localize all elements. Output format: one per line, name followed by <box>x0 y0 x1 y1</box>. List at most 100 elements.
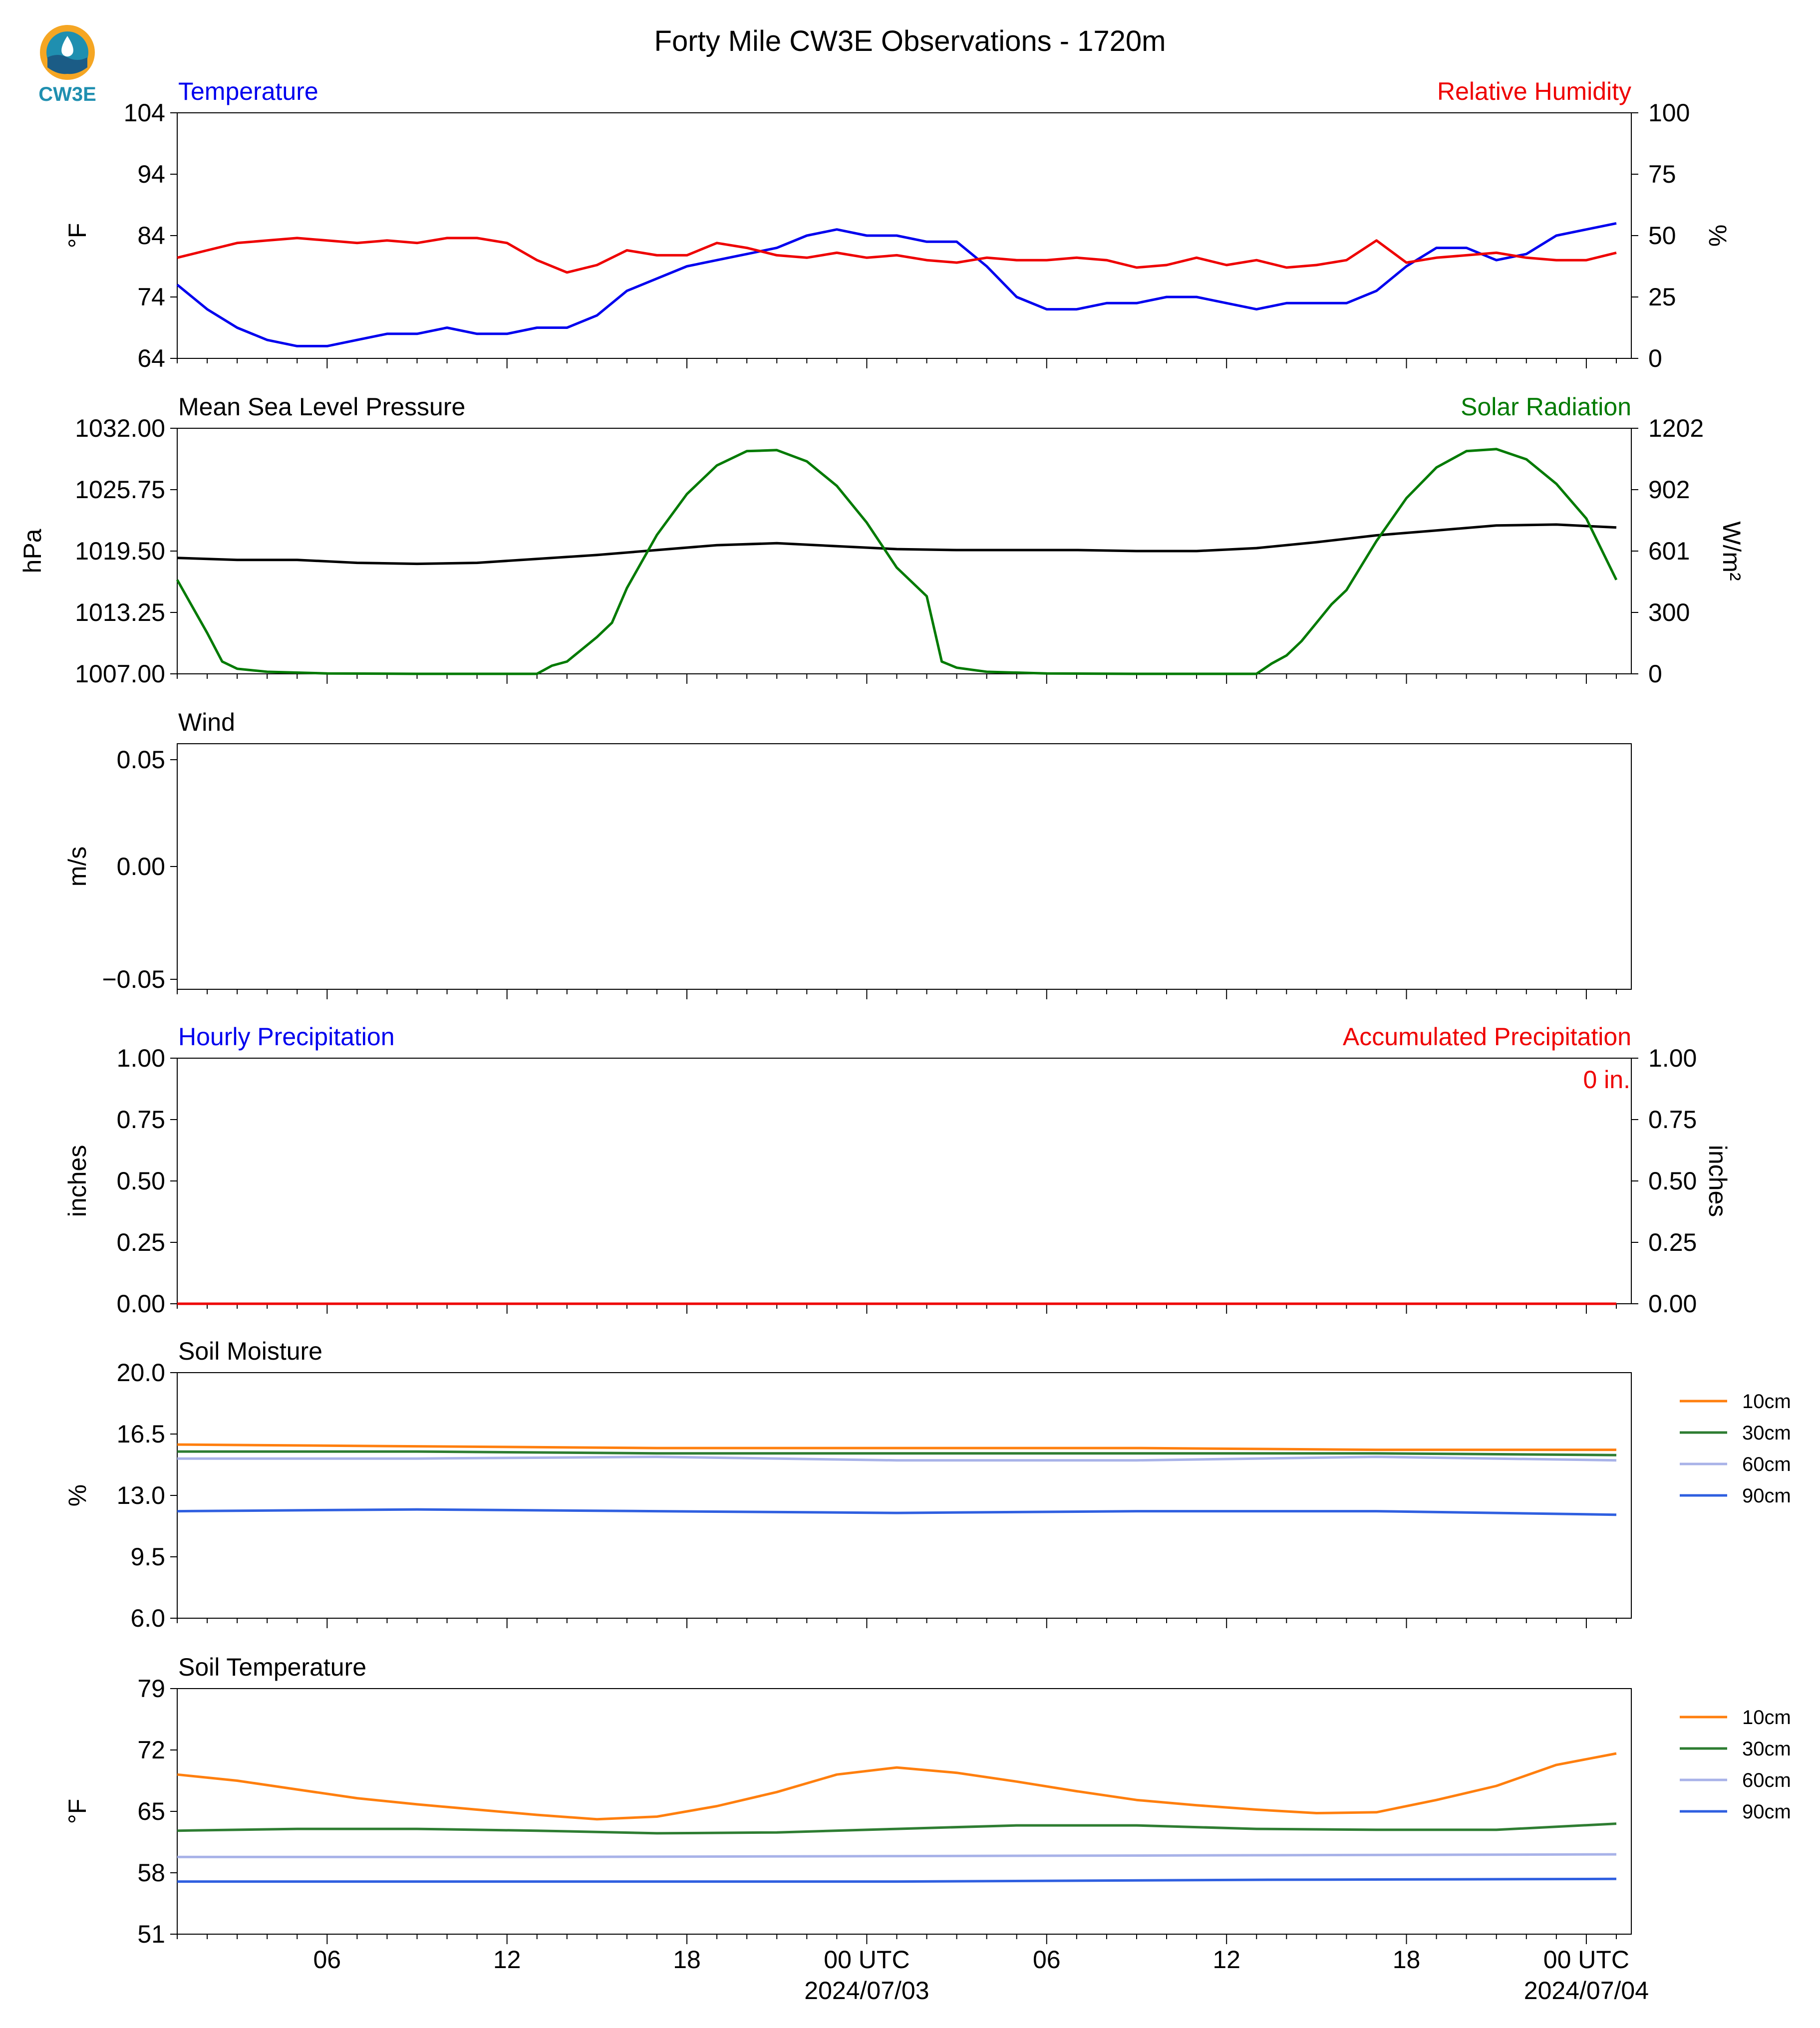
x-tick-label: 12 <box>1213 1946 1240 1974</box>
y-tick-label: 1032.00 <box>75 414 165 442</box>
legend-label: 90cm <box>1742 1801 1791 1823</box>
y-axis-label: °F <box>63 223 91 249</box>
plot-frame <box>177 1372 1632 1619</box>
x-date-label: 2024/07/03 <box>804 1977 929 2005</box>
panel-title-right: Relative Humidity <box>1437 77 1631 105</box>
y-tick-label: 1007.00 <box>75 660 165 688</box>
y-tick-label-right: 902 <box>1648 476 1690 504</box>
series-line-30cm <box>177 1822 1617 1835</box>
y-axis-label: °F <box>63 1799 91 1824</box>
series-line-relative-humidity <box>177 237 1617 274</box>
y-axis-label-right: inches <box>1704 1145 1732 1217</box>
figure-title: Forty Mile CW3E Observations - 1720m <box>654 25 1166 57</box>
panel-title: Wind <box>178 708 235 736</box>
y-tick-label-right: 0 <box>1648 660 1662 688</box>
legend-label: 30cm <box>1742 1422 1791 1444</box>
y-tick-label: 0.50 <box>117 1167 165 1195</box>
x-tick-label: 18 <box>673 1946 701 1974</box>
series-line-60cm <box>177 1455 1617 1462</box>
y-tick-label: 1.00 <box>117 1044 165 1072</box>
plot-frame <box>177 743 1632 990</box>
y-tick-label-right: 75 <box>1648 160 1676 188</box>
plot-frame <box>177 112 1632 359</box>
y-tick-label: 1013.25 <box>75 598 165 626</box>
y-tick-label: 1019.50 <box>75 537 165 565</box>
y-tick-label: −0.05 <box>102 965 165 993</box>
y-tick-label: 1025.75 <box>75 476 165 504</box>
y-tick-label: 13.0 <box>117 1481 165 1509</box>
series-line-mean-sea-level-pressure <box>177 523 1617 566</box>
x-tick-label: 12 <box>493 1946 521 1974</box>
series-line-solar-radiation <box>176 448 1618 675</box>
y-tick-label: 20.0 <box>117 1359 165 1387</box>
y-tick-label: 65 <box>137 1797 165 1825</box>
legend-label: 30cm <box>1742 1738 1791 1760</box>
panel-title: Soil Temperature <box>178 1653 366 1681</box>
y-tick-label: 0.05 <box>117 746 165 774</box>
y-tick-label-right: 0.25 <box>1648 1228 1697 1256</box>
y-axis-label-right: % <box>1704 225 1732 247</box>
y-tick-label: 94 <box>137 160 165 188</box>
y-tick-label: 0.25 <box>117 1228 165 1256</box>
panel-1: Mean Sea Level Pressure Solar Radiation 10… <box>18 393 1746 688</box>
y-tick-label: 0.75 <box>117 1106 165 1134</box>
y-tick-label: 84 <box>137 222 165 250</box>
logo-waves <box>47 55 87 74</box>
panel-5: Soil Temperature 79 72 65 58 51 °F 10cm 30cm 60cm… <box>63 1653 1791 1948</box>
panel-title: Soil Moisture <box>178 1337 322 1365</box>
panel-title-right: Solar Radiation <box>1461 393 1631 421</box>
x-tick-label: 06 <box>1033 1946 1061 1974</box>
x-tick-label: 00 UTC <box>1543 1946 1629 1974</box>
y-tick-label: 58 <box>137 1859 165 1887</box>
y-tick-label-right: 601 <box>1648 537 1690 565</box>
y-tick-label-right: 1.00 <box>1648 1044 1697 1072</box>
series-line-10cm <box>177 1443 1616 1451</box>
x-date-label: 2024/07/04 <box>1524 1977 1649 2005</box>
y-tick-label: 104 <box>124 99 165 127</box>
accumulated-total-label: 0 in. <box>1583 1066 1630 1094</box>
y-tick-label: 9.5 <box>130 1543 165 1571</box>
y-tick-label-right: 300 <box>1648 598 1690 626</box>
panel-4: Soil Moisture 20.0 16.5 13.0 9.5 6.0% 10cm 30cm… <box>63 1337 1791 1632</box>
plot-frame <box>177 1058 1632 1304</box>
y-tick-label-right: 25 <box>1648 283 1676 311</box>
y-axis-label: m/s <box>63 847 91 887</box>
panel-2: Wind 0.05 0.00 −0.05 m/s <box>63 708 1632 999</box>
y-tick-label: 64 <box>137 344 165 372</box>
x-axis: 06 12 18 00 UTC 06 12 18 00 UTC 2024/07/03 2024/0… <box>313 1946 1649 2005</box>
series-line-90cm <box>177 1508 1617 1516</box>
y-tick-label-right: 100 <box>1648 99 1690 127</box>
y-tick-label: 16.5 <box>117 1420 165 1448</box>
x-tick-label: 00 UTC <box>824 1946 910 1974</box>
series-line-10cm <box>177 1752 1617 1821</box>
y-tick-label-right: 0.75 <box>1648 1106 1697 1134</box>
logo-drop-icon <box>61 36 73 57</box>
panel-title-right: Accumulated Precipitation <box>1343 1023 1631 1051</box>
y-axis-label: % <box>63 1484 91 1506</box>
y-tick-label: 51 <box>137 1920 165 1948</box>
logo-text: CW3E <box>38 83 96 105</box>
y-tick-label: 79 <box>137 1675 165 1703</box>
legend-label: 60cm <box>1742 1769 1791 1791</box>
plot-frame <box>177 1688 1632 1935</box>
series-line-60cm <box>177 1853 1617 1858</box>
y-tick-label: 0.00 <box>117 853 165 880</box>
y-axis-label: inches <box>63 1145 91 1217</box>
panels: Temperature Relative Humidity 104 94 84 74 64 1… <box>18 77 1791 1948</box>
y-axis-label-right: W/m² <box>1718 521 1746 580</box>
y-tick-label: 0.00 <box>117 1290 165 1318</box>
legend-label: 10cm <box>1742 1707 1791 1729</box>
y-tick-label-right: 50 <box>1648 222 1676 250</box>
panel-0: Temperature Relative Humidity 104 94 84 74 64 1… <box>63 77 1732 372</box>
panel-title: Hourly Precipitation <box>178 1023 395 1051</box>
legend-label: 10cm <box>1742 1391 1791 1413</box>
panel-3: Hourly Precipitation Accumulated Precipit… <box>63 1023 1732 1318</box>
y-tick-label: 74 <box>137 283 165 311</box>
x-tick-label: 06 <box>313 1946 341 1974</box>
y-tick-label-right: 0.50 <box>1648 1167 1697 1195</box>
panel-title: Temperature <box>178 77 318 105</box>
cw3e-logo: CW3E <box>38 25 96 105</box>
y-tick-label: 6.0 <box>130 1604 165 1632</box>
y-tick-label: 72 <box>137 1736 165 1764</box>
